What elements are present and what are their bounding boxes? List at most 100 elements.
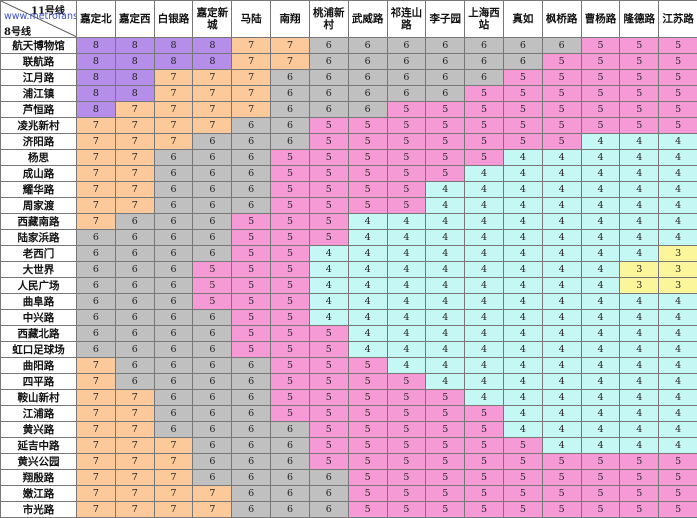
column-header: 白银路 xyxy=(154,1,193,38)
fare-cell: 4 xyxy=(387,262,426,278)
fare-cell: 4 xyxy=(465,374,504,390)
row-header-station: 陆家浜路 xyxy=(1,230,77,246)
fare-cell: 4 xyxy=(542,358,581,374)
fare-cell: 5 xyxy=(232,230,271,246)
fare-cell: 5 xyxy=(426,406,465,422)
fare-cell: 6 xyxy=(232,134,271,150)
fare-cell: 4 xyxy=(348,246,387,262)
fare-cell: 5 xyxy=(232,310,271,326)
fare-cell: 4 xyxy=(387,294,426,310)
fare-cell: 6 xyxy=(271,454,310,470)
fare-cell: 5 xyxy=(620,102,659,118)
fare-cell: 4 xyxy=(659,198,697,214)
fare-cell: 5 xyxy=(465,150,504,166)
fare-cell: 4 xyxy=(620,182,659,198)
fare-cell: 4 xyxy=(387,246,426,262)
fare-cell: 6 xyxy=(154,262,193,278)
fare-cell: 6 xyxy=(115,374,154,390)
fare-cell: 5 xyxy=(232,278,271,294)
fare-cell: 4 xyxy=(348,310,387,326)
row-header-station: 曲阳路 xyxy=(1,358,77,374)
fare-cell: 5 xyxy=(387,102,426,118)
fare-cell: 7 xyxy=(154,134,193,150)
fare-cell: 3 xyxy=(620,262,659,278)
fare-cell: 5 xyxy=(348,182,387,198)
fare-cell: 5 xyxy=(348,486,387,502)
fare-cell: 5 xyxy=(309,406,348,422)
fare-cell: 7 xyxy=(115,134,154,150)
fare-cell: 6 xyxy=(193,166,232,182)
fare-cell: 4 xyxy=(581,438,620,454)
fare-cell: 5 xyxy=(620,486,659,502)
fare-cell: 7 xyxy=(115,166,154,182)
fare-cell: 5 xyxy=(426,166,465,182)
row-header-station: 黄兴公园 xyxy=(1,454,77,470)
fare-cell: 5 xyxy=(620,118,659,134)
fare-cell: 4 xyxy=(542,374,581,390)
fare-cell: 6 xyxy=(154,150,193,166)
fare-cell: 6 xyxy=(193,310,232,326)
fare-cell: 4 xyxy=(620,374,659,390)
row-header-station: 嫩江路 xyxy=(1,486,77,502)
row-header-station: 人民广场 xyxy=(1,278,77,294)
fare-cell: 4 xyxy=(503,182,542,198)
fare-cell: 7 xyxy=(77,182,116,198)
fare-cell: 7 xyxy=(115,118,154,134)
fare-cell: 6 xyxy=(115,230,154,246)
fare-cell: 4 xyxy=(542,150,581,166)
fare-cell: 5 xyxy=(387,198,426,214)
fare-cell: 6 xyxy=(154,406,193,422)
column-header: 真如 xyxy=(503,1,542,38)
fare-cell: 5 xyxy=(426,150,465,166)
column-header: 马陆 xyxy=(232,1,271,38)
fare-cell: 4 xyxy=(426,310,465,326)
fare-cell: 4 xyxy=(426,374,465,390)
fare-cell: 5 xyxy=(503,118,542,134)
fare-cell: 6 xyxy=(232,182,271,198)
fare-cell: 6 xyxy=(348,102,387,118)
fare-cell: 4 xyxy=(620,214,659,230)
fare-cell: 5 xyxy=(503,86,542,102)
fare-cell: 4 xyxy=(465,214,504,230)
row-header-station: 凌兆新村 xyxy=(1,118,77,134)
fare-cell: 5 xyxy=(659,102,697,118)
fare-cell: 6 xyxy=(232,374,271,390)
fare-cell: 5 xyxy=(503,134,542,150)
fare-cell: 4 xyxy=(309,294,348,310)
fare-cell: 5 xyxy=(271,310,310,326)
fare-cell: 5 xyxy=(581,502,620,518)
row-header-station: 大世界 xyxy=(1,262,77,278)
fare-cell: 4 xyxy=(503,230,542,246)
fare-cell: 5 xyxy=(581,38,620,54)
fare-cell: 4 xyxy=(659,294,697,310)
fare-cell: 4 xyxy=(620,294,659,310)
fare-cell: 6 xyxy=(232,486,271,502)
fare-cell: 6 xyxy=(154,230,193,246)
fare-cell: 6 xyxy=(232,118,271,134)
fare-cell: 5 xyxy=(620,502,659,518)
fare-cell: 5 xyxy=(659,470,697,486)
fare-cell: 5 xyxy=(271,166,310,182)
fare-cell: 4 xyxy=(581,166,620,182)
fare-cell: 5 xyxy=(271,326,310,342)
fare-cell: 4 xyxy=(620,166,659,182)
fare-cell: 5 xyxy=(659,54,697,70)
fare-cell: 6 xyxy=(387,86,426,102)
fare-cell: 4 xyxy=(426,198,465,214)
fare-cell: 6 xyxy=(115,294,154,310)
fare-cell: 5 xyxy=(426,118,465,134)
fare-cell: 6 xyxy=(193,182,232,198)
fare-cell: 6 xyxy=(309,54,348,70)
